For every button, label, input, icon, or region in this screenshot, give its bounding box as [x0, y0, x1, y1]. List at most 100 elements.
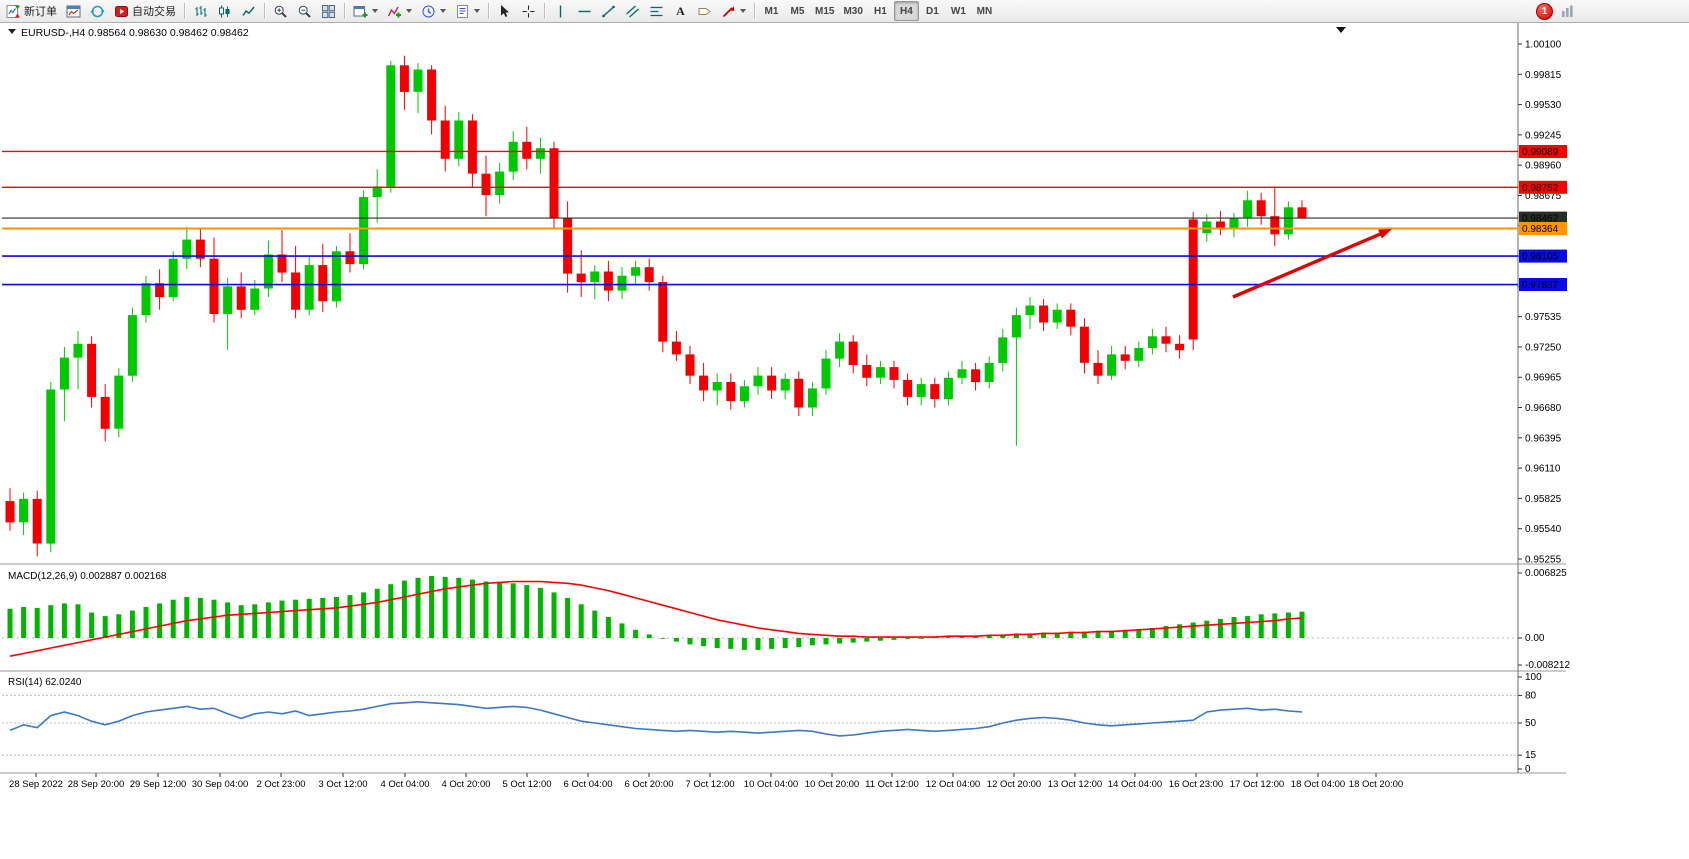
timeframe-h4-button[interactable]: H4 [893, 1, 919, 21]
svg-text:50: 50 [1525, 718, 1537, 729]
price-label-text: 0.98462 [1522, 214, 1559, 225]
price-label-text: 0.98364 [1522, 224, 1559, 235]
price-label-text: 0.97837 [1522, 280, 1559, 291]
time-label: 18 Oct 04:00 [1291, 779, 1345, 790]
time-label: 16 Oct 23:00 [1169, 779, 1223, 790]
timeframe-w1-button[interactable]: W1 [946, 1, 971, 21]
trend-arrow[interactable] [1232, 229, 1392, 299]
arrow-shape-icon [721, 5, 735, 19]
time-label: 11 Oct 12:00 [865, 779, 919, 790]
chart-shift-marker[interactable] [1336, 27, 1346, 33]
chart-menu-icon[interactable] [8, 29, 16, 34]
toolbar-right: 1 [1536, 0, 1579, 22]
toolbar-separator [184, 3, 185, 19]
svg-text:0.96680: 0.96680 [1525, 403, 1562, 414]
indicators-button[interactable] [383, 1, 416, 21]
svg-text:80: 80 [1525, 690, 1537, 701]
svg-text:0.99815: 0.99815 [1525, 70, 1562, 81]
svg-text:15: 15 [1525, 750, 1537, 761]
tile-windows-button[interactable] [317, 1, 340, 21]
time-label: 6 Oct 04:00 [563, 779, 612, 790]
toolbar-separator [754, 3, 755, 19]
svg-text:0.97535: 0.97535 [1525, 312, 1562, 323]
text-tool-icon: A [676, 3, 685, 18]
price-label-box [1519, 180, 1567, 194]
time-label: 5 Oct 12:00 [502, 779, 551, 790]
chart-title: EURUSD-,H4 0.98564 0.98630 0.98462 0.984… [21, 27, 249, 39]
new-chart-icon [353, 4, 368, 19]
svg-text:0.95255: 0.95255 [1525, 555, 1562, 566]
price-label-box [1519, 211, 1567, 225]
time-label: 10 Oct 20:00 [805, 779, 859, 790]
svg-text:-0.008212: -0.008212 [1525, 660, 1570, 671]
channel-button[interactable] [621, 1, 644, 21]
macd-pane: MACD(12,26,9) 0.002887 0.002168 [2, 571, 1518, 657]
timeframe-m15-button[interactable]: M15 [811, 1, 838, 21]
horizontal-line-button[interactable] [573, 1, 596, 21]
arrows-button[interactable] [717, 1, 750, 21]
fibonacci-button[interactable] [645, 1, 668, 21]
candlestick-icon [217, 4, 230, 19]
notification-badge[interactable]: 1 [1536, 2, 1553, 20]
time-label: 29 Sep 12:00 [130, 779, 187, 790]
line-chart-icon [241, 4, 256, 19]
bar-chart-button[interactable] [189, 1, 212, 21]
trendline-button[interactable] [597, 1, 620, 21]
new-order-label: 新订单 [24, 6, 57, 18]
template-icon [455, 4, 470, 19]
cursor-button[interactable] [493, 1, 516, 21]
time-label: 28 Sep 20:00 [68, 779, 125, 790]
chevron-down-icon [440, 9, 446, 13]
rsi-pane: RSI(14) 62.0240 [2, 677, 1518, 756]
timeframe-h1-button[interactable]: H1 [868, 1, 893, 21]
profiles-icon [90, 4, 105, 19]
profiles-button[interactable] [86, 1, 109, 21]
zoom-out-button[interactable] [293, 1, 316, 21]
time-label: 12 Oct 20:00 [987, 779, 1041, 790]
mini-chart-icon [1562, 5, 1573, 17]
timeframe-m30-button[interactable]: M30 [839, 1, 866, 21]
auto-trading-label: 自动交易 [132, 6, 176, 18]
time-axis: 28 Sep 2022 28 Sep 20:00 29 Sep 12:00 30 Se… [9, 773, 1403, 790]
chart-window-icon [66, 4, 81, 19]
text-button[interactable]: A [669, 1, 692, 21]
auto-trading-button[interactable]: 自动交易 [110, 1, 180, 21]
mini-chart-button[interactable] [1556, 1, 1579, 21]
svg-text:1.00100: 1.00100 [1525, 40, 1562, 51]
new-order-button[interactable]: 新订单 [2, 1, 61, 21]
svg-text:0.96965: 0.96965 [1525, 373, 1562, 384]
chart-frame [0, 23, 1689, 859]
toolbar-separator [264, 3, 265, 19]
ohlc-bars-icon [193, 4, 208, 19]
timeframe-d1-button[interactable]: D1 [920, 1, 945, 21]
svg-text:0.96395: 0.96395 [1525, 433, 1562, 444]
new-chart-button[interactable] [349, 1, 382, 21]
macd-label: MACD(12,26,9) 0.002887 0.002168 [8, 571, 167, 582]
vertical-line-button[interactable] [549, 1, 572, 21]
timeframe-m1-button[interactable]: M1 [759, 1, 784, 21]
chart-canvas[interactable]: 1.00100 0.99815 0.99530 0.99245 0.98960 0.986… [0, 23, 1689, 859]
vertical-line-icon [553, 4, 568, 19]
svg-text:100: 100 [1525, 672, 1542, 683]
templates-button[interactable] [451, 1, 484, 21]
label-icon [697, 4, 712, 19]
label-button[interactable] [693, 1, 716, 21]
crosshair-button[interactable] [517, 1, 540, 21]
chart-window-button[interactable] [62, 1, 85, 21]
auto-trading-icon [114, 4, 129, 19]
periods-button[interactable] [417, 1, 450, 21]
zoom-in-button[interactable] [269, 1, 292, 21]
cursor-icon [501, 4, 509, 17]
price-label-text: 0.98752 [1522, 183, 1559, 194]
candlestick-chart-button[interactable] [213, 1, 236, 21]
timeframe-m5-button[interactable]: M5 [785, 1, 810, 21]
chevron-down-icon [740, 9, 746, 13]
timeframe-mn-button[interactable]: MN [972, 1, 997, 21]
svg-text:0.95540: 0.95540 [1525, 524, 1562, 535]
line-chart-button[interactable] [237, 1, 260, 21]
time-label: 4 Oct 04:00 [380, 779, 429, 790]
price-label-text: 0.99089 [1522, 147, 1559, 158]
time-label: 3 Oct 12:00 [318, 779, 367, 790]
